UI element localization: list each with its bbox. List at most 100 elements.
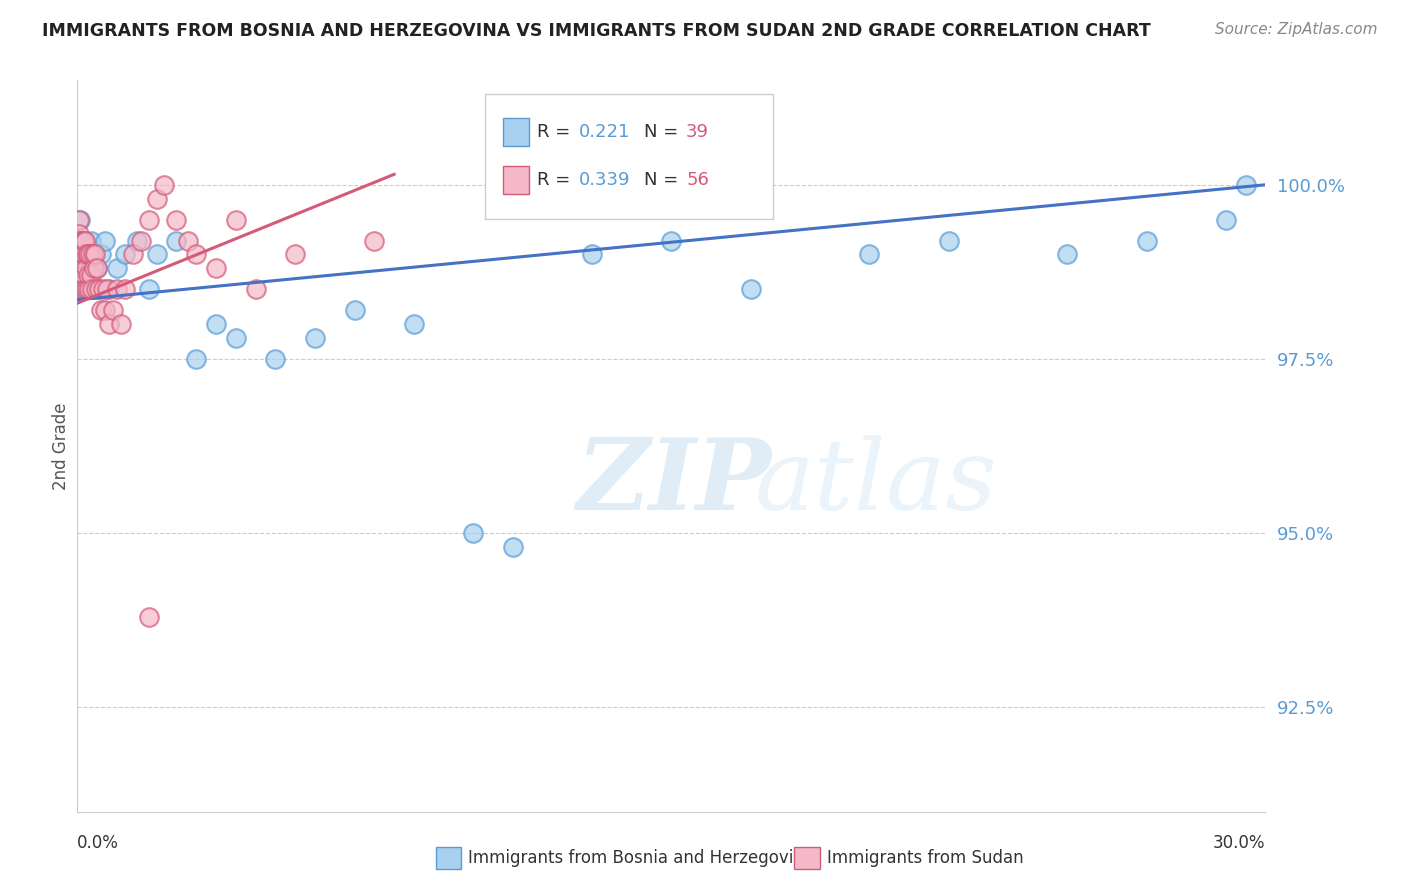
Point [94, 303, 117, 318]
Point [264, 351, 287, 366]
Y-axis label: 2nd Grade: 2nd Grade [52, 402, 70, 490]
Point [91, 282, 114, 296]
Point [205, 317, 228, 331]
Point [77, 261, 100, 276]
Point [125, 234, 148, 248]
Point [87, 282, 110, 296]
Point [402, 317, 425, 331]
Point [101, 303, 124, 318]
Point [129, 234, 152, 248]
Point [98, 282, 121, 296]
Point [72, 261, 94, 276]
Point [245, 282, 267, 296]
Point [69, 212, 91, 227]
Text: IMMIGRANTS FROM BOSNIA AND HERZEGOVINA VS IMMIGRANTS FROM SUDAN 2ND GRADE CORREL: IMMIGRANTS FROM BOSNIA AND HERZEGOVINA V… [42, 22, 1152, 40]
Point [70, 234, 93, 248]
Text: 39: 39 [686, 123, 709, 141]
Point [225, 212, 247, 227]
Point [138, 609, 160, 624]
Point [80, 234, 103, 248]
Point [76, 247, 98, 261]
Point [186, 351, 208, 366]
Point [86, 261, 108, 276]
Point [96, 282, 118, 296]
Point [661, 234, 683, 248]
Point [740, 282, 762, 296]
Point [75, 261, 97, 276]
Point [73, 282, 96, 296]
Point [938, 234, 960, 248]
Point [84, 247, 107, 261]
Point [90, 303, 112, 318]
Text: ZIP: ZIP [576, 434, 772, 531]
Text: R =: R = [537, 123, 576, 141]
Point [73, 247, 96, 261]
Point [284, 247, 307, 261]
Text: 0.221: 0.221 [579, 123, 631, 141]
Point [70, 268, 93, 283]
Text: Immigrants from Sudan: Immigrants from Sudan [827, 849, 1024, 867]
Point [858, 247, 880, 261]
Point [463, 526, 485, 541]
Point [70, 247, 93, 261]
Point [581, 247, 603, 261]
Point [83, 261, 105, 276]
Point [110, 317, 132, 331]
Point [67, 212, 90, 227]
Point [86, 282, 108, 296]
Text: atlas: atlas [755, 435, 997, 530]
Point [77, 268, 100, 283]
Point [145, 192, 167, 206]
Point [82, 282, 104, 296]
Point [72, 234, 94, 248]
Point [69, 261, 91, 276]
Point [114, 247, 136, 261]
Point [67, 227, 90, 241]
Point [80, 268, 103, 283]
Point [105, 282, 128, 296]
Point [343, 303, 366, 318]
Point [82, 282, 104, 296]
Point [1136, 234, 1159, 248]
Text: Immigrants from Bosnia and Herzegovina: Immigrants from Bosnia and Herzegovina [468, 849, 814, 867]
Point [1234, 178, 1257, 192]
Point [70, 261, 93, 276]
Point [75, 234, 97, 248]
Point [69, 240, 91, 254]
Point [77, 282, 100, 296]
Point [153, 178, 176, 192]
Point [114, 282, 136, 296]
Point [1056, 247, 1078, 261]
Point [145, 247, 167, 261]
Text: N =: N = [644, 123, 683, 141]
Point [363, 234, 385, 248]
Point [502, 540, 524, 554]
Point [67, 234, 90, 248]
Text: 0.0%: 0.0% [77, 834, 120, 852]
Point [73, 268, 96, 283]
Point [77, 247, 100, 261]
Point [105, 261, 128, 276]
Point [177, 234, 200, 248]
Text: 56: 56 [686, 171, 709, 189]
Point [205, 261, 228, 276]
Point [1215, 212, 1237, 227]
Point [82, 247, 104, 261]
Point [98, 317, 121, 331]
Point [94, 234, 117, 248]
Point [67, 247, 90, 261]
Text: R =: R = [537, 171, 576, 189]
Point [121, 247, 143, 261]
Point [186, 247, 208, 261]
Point [69, 234, 91, 248]
Point [73, 268, 96, 283]
Point [70, 247, 93, 261]
Point [76, 247, 98, 261]
Point [165, 234, 187, 248]
Text: Source: ZipAtlas.com: Source: ZipAtlas.com [1215, 22, 1378, 37]
Point [79, 247, 101, 261]
Text: 30.0%: 30.0% [1213, 834, 1265, 852]
Point [165, 212, 187, 227]
Point [67, 234, 90, 248]
Point [90, 247, 112, 261]
